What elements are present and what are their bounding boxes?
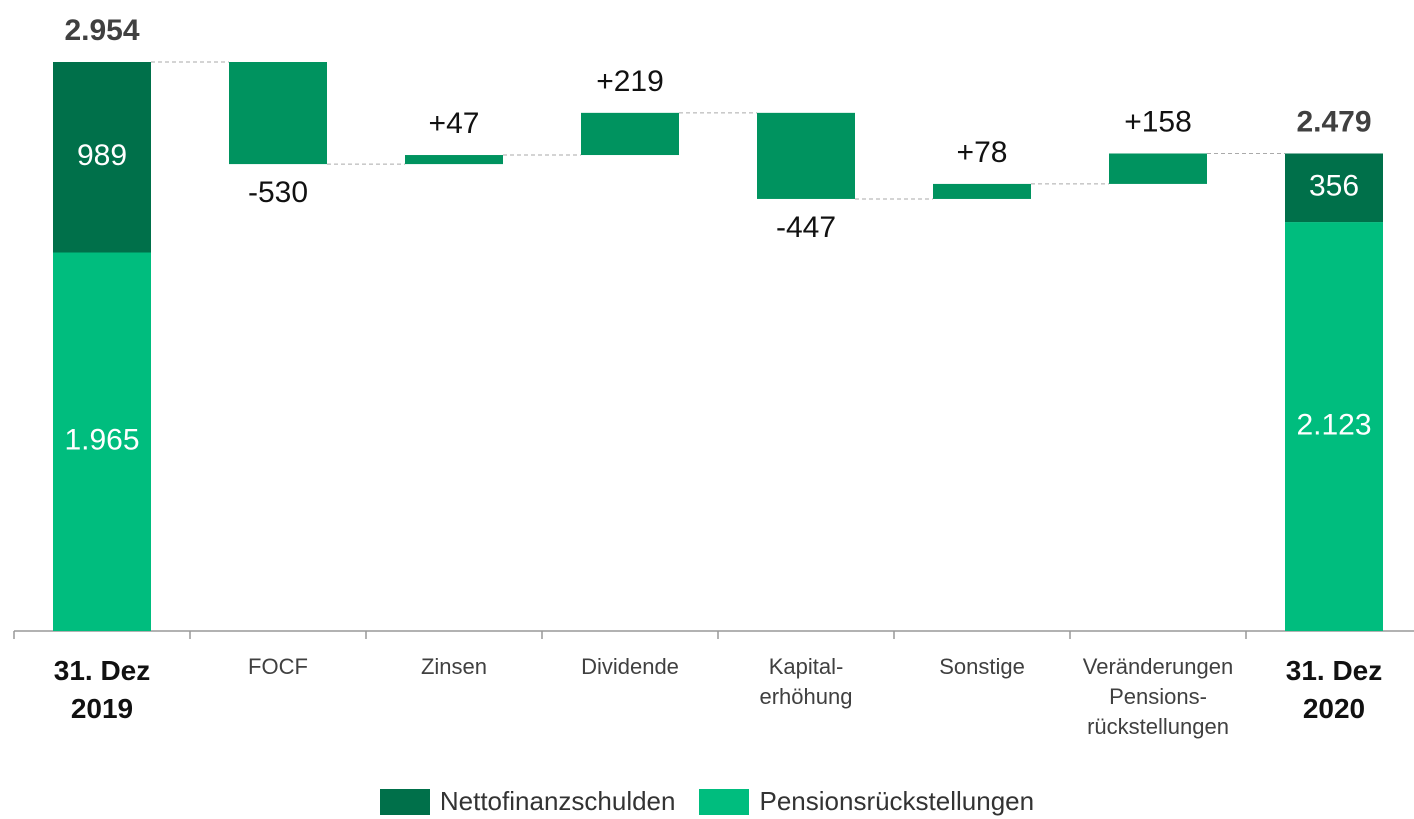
- change-bar: [933, 183, 1031, 199]
- x-tick-label: FOCF: [248, 654, 308, 679]
- change-label: +78: [957, 136, 1008, 169]
- stack-segment: [53, 62, 151, 253]
- change-label: -447: [776, 211, 836, 244]
- total-label: 2.479: [1296, 105, 1371, 138]
- plot: 1.965 989 2.954 -530 +47 +219 -447 +78 +158 2.123…: [13, 14, 1414, 639]
- segment-label: 989: [77, 139, 127, 172]
- legend-item: Pensionsrückstellungen: [699, 786, 1034, 817]
- x-tick-label: Dividende: [581, 654, 679, 679]
- legend-label: Pensionsrückstellungen: [759, 786, 1035, 816]
- change-bar: [757, 112, 855, 199]
- x-tick-label: Zinsen: [420, 654, 488, 679]
- segment-label: 1.965: [64, 424, 139, 457]
- segment-label: 2.123: [1296, 408, 1371, 441]
- change-bar: [581, 112, 679, 156]
- total-label: 2.954: [64, 14, 139, 47]
- change-label: +219: [596, 65, 664, 98]
- x-tick-label: Kapital- erhöhung: [759, 654, 853, 709]
- legend-item: Nettofinanzschulden: [379, 786, 676, 817]
- stack-segment: [53, 252, 151, 632]
- change-bar: [405, 155, 503, 165]
- change-label: +158: [1124, 105, 1192, 138]
- x-tick-label: 31. Dez 2019: [53, 655, 151, 724]
- legend-swatch: [699, 788, 750, 815]
- legend-label: Nettofinanzschulden: [439, 786, 676, 816]
- x-tick-label: 31. Dez 2020: [1285, 655, 1383, 724]
- legend-swatch: [379, 788, 430, 815]
- change-bar: [1109, 153, 1207, 184]
- change-bar: [229, 62, 327, 165]
- change-label: +47: [429, 107, 480, 140]
- x-tick-label: Sonstige: [939, 654, 1025, 679]
- stack-segment: [1285, 153, 1383, 223]
- stack-segment: [1285, 222, 1383, 631]
- change-label: -530: [248, 176, 308, 209]
- legend: Nettofinanzschulden Pensionsrückstellunge…: [0, 786, 1414, 817]
- x-tick-label: Veränderungen Pensions- rückstellungen: [1082, 654, 1234, 739]
- segment-label: 356: [1309, 170, 1359, 203]
